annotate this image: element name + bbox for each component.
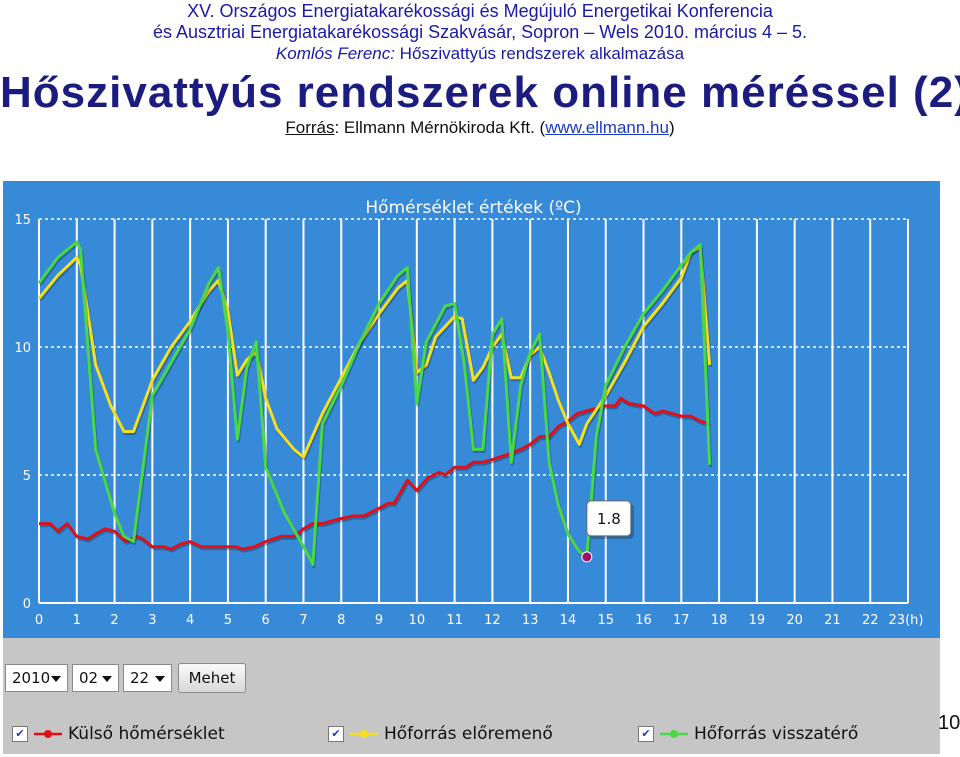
source-line: Forrás: Ellmann Mérnökiroda Kft. (www.el…: [0, 117, 960, 139]
legend-item-supply[interactable]: ✔ Hőforrás előremenő: [328, 722, 608, 746]
x-tick-label: 18: [711, 613, 728, 628]
conference-title-line1: XV. Országos Energiatakarékossági és Meg…: [187, 1, 773, 21]
source-text: : Ellmann Mérnökiroda Kft. (: [334, 118, 546, 137]
x-tick-label: 8: [337, 613, 345, 628]
x-tick-label: 4: [186, 613, 194, 628]
chevron-down-icon: [102, 676, 112, 682]
x-tick-label: 16: [635, 613, 652, 628]
legend-label: Külső hőmérséklet: [68, 724, 225, 744]
month-select[interactable]: 02: [72, 664, 119, 692]
chart-title: Hőmérséklet értékek (ºC): [365, 198, 581, 218]
x-tick-label: 10: [409, 613, 426, 628]
chevron-down-icon: [155, 676, 165, 682]
x-tick-label: 3: [148, 613, 156, 628]
x-tick-label: 5: [224, 613, 232, 628]
slide-title: Hőszivattyús rendszerek online méréssel …: [0, 68, 960, 117]
x-tick-label: 9: [375, 613, 383, 628]
x-tick-label: 7: [299, 613, 307, 628]
legend-item-outdoor[interactable]: ✔ Külső hőmérséklet: [12, 722, 292, 746]
legend-label: Hőforrás visszatérő: [694, 724, 859, 744]
x-tick-label: 13: [522, 613, 539, 628]
source-label: Forrás: [285, 118, 335, 137]
x-tick-label: 12: [484, 613, 501, 628]
talk-title: Hőszivattyús rendszerek alkalmazása: [394, 44, 685, 63]
x-tick-label: 14: [560, 613, 577, 628]
talk-subtitle: Komlós Ferenc: Hőszivattyús rendszerek a…: [0, 43, 960, 65]
source-close: ): [668, 118, 675, 137]
y-tick-label: 15: [14, 213, 31, 228]
year-value: 2010: [12, 669, 51, 687]
tooltip-value: 1.8: [597, 510, 621, 528]
x-tick-label: 23(h): [889, 613, 924, 628]
temperature-chart: Hőmérséklet értékek (ºC)0 1 2 3 4 5 6 7 8 9 10 11 12…: [3, 181, 940, 638]
checkbox-checked-icon[interactable]: ✔: [12, 726, 28, 742]
legend-swatch-outdoor: [34, 730, 62, 738]
month-value: 02: [79, 669, 99, 687]
series-line-return: [37, 240, 712, 567]
x-tick-label: 19: [749, 613, 766, 628]
y-tick-label: 5: [23, 469, 31, 484]
x-tick-label: 2: [110, 613, 118, 628]
x-tick-label: 22: [862, 613, 879, 628]
conference-title-line2: és Ausztriai Energiatakarékossági Szakvá…: [152, 22, 807, 42]
day-value: 22: [130, 669, 150, 687]
legend-item-return[interactable]: ✔ Hőforrás visszatérő: [638, 722, 928, 746]
x-tick-label: 20: [786, 613, 803, 628]
y-tick-label: 10: [14, 341, 31, 356]
plot-background: [3, 181, 940, 638]
author-name: Komlós Ferenc:: [275, 44, 395, 63]
x-tick-label: 1: [73, 613, 81, 628]
legend-swatch-return: [660, 730, 688, 738]
checkbox-checked-icon[interactable]: ✔: [328, 726, 344, 742]
source-link[interactable]: www.ellmann.hu: [545, 118, 669, 137]
x-tick-label: 17: [673, 613, 690, 628]
highlighted-point-marker: [581, 551, 593, 563]
x-tick-label: 6: [262, 613, 270, 628]
y-tick-label: 0: [23, 597, 31, 612]
page-number: 10: [938, 712, 960, 734]
legend-label: Hőforrás előremenő: [384, 724, 553, 744]
day-select[interactable]: 22: [123, 664, 172, 692]
tooltip-box: [586, 500, 632, 537]
legend-swatch-supply: [350, 730, 378, 738]
go-button[interactable]: Mehet: [178, 663, 246, 693]
year-select[interactable]: 2010: [5, 664, 68, 692]
checkbox-checked-icon[interactable]: ✔: [638, 726, 654, 742]
x-tick-label: 11: [446, 613, 463, 628]
x-tick-label: 15: [597, 613, 614, 628]
x-tick-label: 0: [35, 613, 43, 628]
chevron-down-icon: [51, 676, 61, 682]
x-tick-label: 21: [824, 613, 841, 628]
